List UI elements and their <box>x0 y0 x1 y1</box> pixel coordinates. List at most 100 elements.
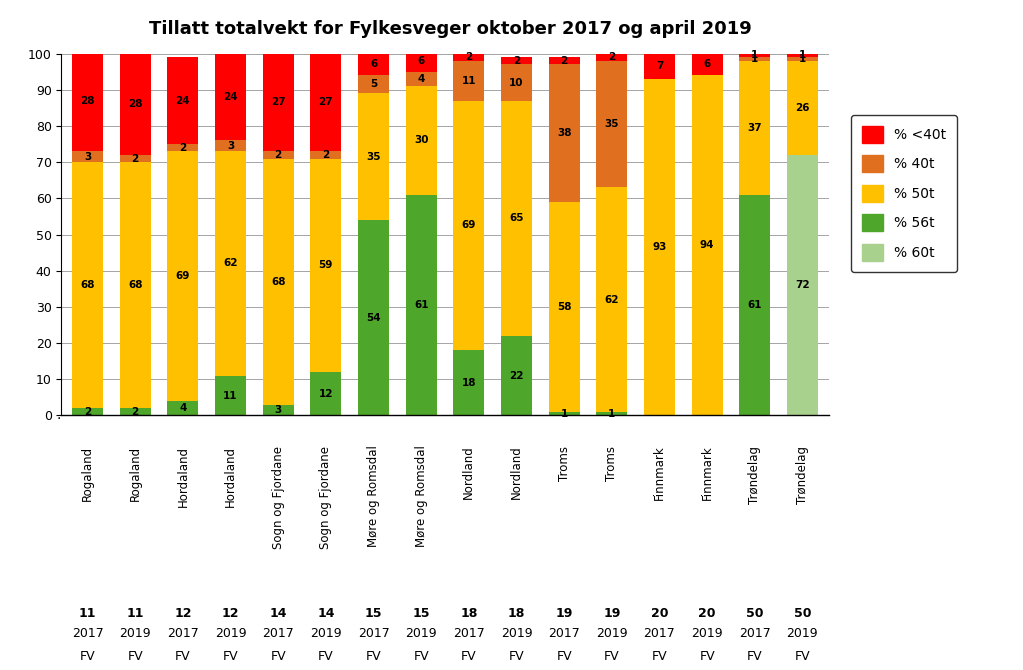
Text: 58: 58 <box>557 302 572 312</box>
Text: 19: 19 <box>604 606 621 620</box>
Text: 2: 2 <box>322 150 329 160</box>
Text: 68: 68 <box>128 280 142 290</box>
Text: 1: 1 <box>799 50 806 60</box>
Text: 3: 3 <box>84 151 91 161</box>
Text: 2017: 2017 <box>643 626 675 640</box>
Text: Nordland: Nordland <box>510 446 523 499</box>
Text: 1: 1 <box>751 54 758 64</box>
Text: 28: 28 <box>81 96 95 106</box>
Text: Trøndelag: Trøndelag <box>796 446 809 504</box>
Bar <box>215 54 247 141</box>
Bar <box>548 57 580 64</box>
Text: 2019: 2019 <box>787 626 818 640</box>
Bar <box>120 408 150 415</box>
Bar <box>548 202 580 412</box>
Text: 2019: 2019 <box>500 626 532 640</box>
Text: FV: FV <box>461 650 477 663</box>
Text: 54: 54 <box>366 313 381 323</box>
Text: 37: 37 <box>748 123 762 133</box>
Text: 2017: 2017 <box>262 626 294 640</box>
Bar <box>453 100 484 350</box>
Text: 5: 5 <box>370 79 377 89</box>
Text: FV: FV <box>175 650 190 663</box>
Text: FV: FV <box>318 650 333 663</box>
Text: FV: FV <box>128 650 143 663</box>
Text: FV: FV <box>795 650 810 663</box>
Text: 2017: 2017 <box>453 626 485 640</box>
Text: 1: 1 <box>799 54 806 64</box>
Text: FV: FV <box>652 650 667 663</box>
Text: 2: 2 <box>132 153 139 163</box>
Bar <box>787 54 818 57</box>
Bar <box>310 159 342 372</box>
Bar <box>596 412 627 415</box>
Text: FV: FV <box>700 650 715 663</box>
Bar <box>168 144 198 151</box>
Text: 94: 94 <box>700 241 714 251</box>
Bar <box>406 195 437 415</box>
Bar <box>692 54 722 75</box>
Text: FV: FV <box>365 650 382 663</box>
Text: 62: 62 <box>223 259 237 269</box>
Text: 15: 15 <box>365 606 383 620</box>
Text: FV: FV <box>270 650 286 663</box>
Bar <box>72 50 103 151</box>
Text: 2: 2 <box>608 52 616 62</box>
Text: 35: 35 <box>366 151 381 161</box>
Text: 30: 30 <box>414 135 429 145</box>
Text: 38: 38 <box>557 128 572 138</box>
Bar <box>501 64 532 100</box>
Text: 27: 27 <box>318 97 333 107</box>
Text: 1: 1 <box>561 409 568 419</box>
Text: 2: 2 <box>179 143 186 153</box>
Text: 50: 50 <box>794 606 811 620</box>
Text: 3: 3 <box>227 141 234 151</box>
Text: 19: 19 <box>555 606 573 620</box>
Text: 65: 65 <box>509 213 524 223</box>
Text: 69: 69 <box>176 271 190 281</box>
Text: 69: 69 <box>461 220 476 230</box>
Text: 15: 15 <box>412 606 430 620</box>
Bar <box>501 100 532 336</box>
Text: 2019: 2019 <box>596 626 628 640</box>
Bar <box>787 61 818 155</box>
Text: .: . <box>56 409 61 422</box>
Text: 59: 59 <box>319 260 333 270</box>
Text: Finnmark: Finnmark <box>653 446 666 500</box>
Bar <box>168 57 198 144</box>
Text: 93: 93 <box>653 242 667 252</box>
Text: 18: 18 <box>507 606 525 620</box>
Text: Rogaland: Rogaland <box>81 446 94 500</box>
Text: 27: 27 <box>271 97 285 107</box>
Bar <box>263 405 294 415</box>
Bar <box>740 54 770 57</box>
Text: 72: 72 <box>795 280 810 290</box>
Bar <box>406 72 437 86</box>
Bar <box>453 350 484 415</box>
Text: FV: FV <box>413 650 429 663</box>
Text: 35: 35 <box>605 119 619 129</box>
Text: 62: 62 <box>605 295 619 305</box>
Text: 2017: 2017 <box>548 626 580 640</box>
Bar <box>787 155 818 415</box>
Text: 68: 68 <box>271 277 285 287</box>
Text: 2: 2 <box>513 56 520 66</box>
Text: 2017: 2017 <box>739 626 770 640</box>
Bar <box>596 61 627 188</box>
Bar <box>120 54 150 155</box>
Bar <box>406 50 437 72</box>
Bar <box>215 151 247 376</box>
Bar <box>263 159 294 405</box>
Bar <box>215 376 247 415</box>
Text: Møre og Romsdal: Møre og Romsdal <box>367 446 380 547</box>
Text: Sogn og Fjordane: Sogn og Fjordane <box>272 446 284 549</box>
Bar <box>120 155 150 162</box>
Text: FV: FV <box>80 650 95 663</box>
Text: 2019: 2019 <box>405 626 437 640</box>
Bar <box>692 75 722 415</box>
Legend: % <40t, % 40t, % 50t, % 56t, % 60t: % <40t, % 40t, % 50t, % 56t, % 60t <box>851 115 958 272</box>
Text: 11: 11 <box>127 606 144 620</box>
Text: 2: 2 <box>561 56 568 66</box>
Bar <box>453 61 484 100</box>
Bar <box>310 151 342 159</box>
